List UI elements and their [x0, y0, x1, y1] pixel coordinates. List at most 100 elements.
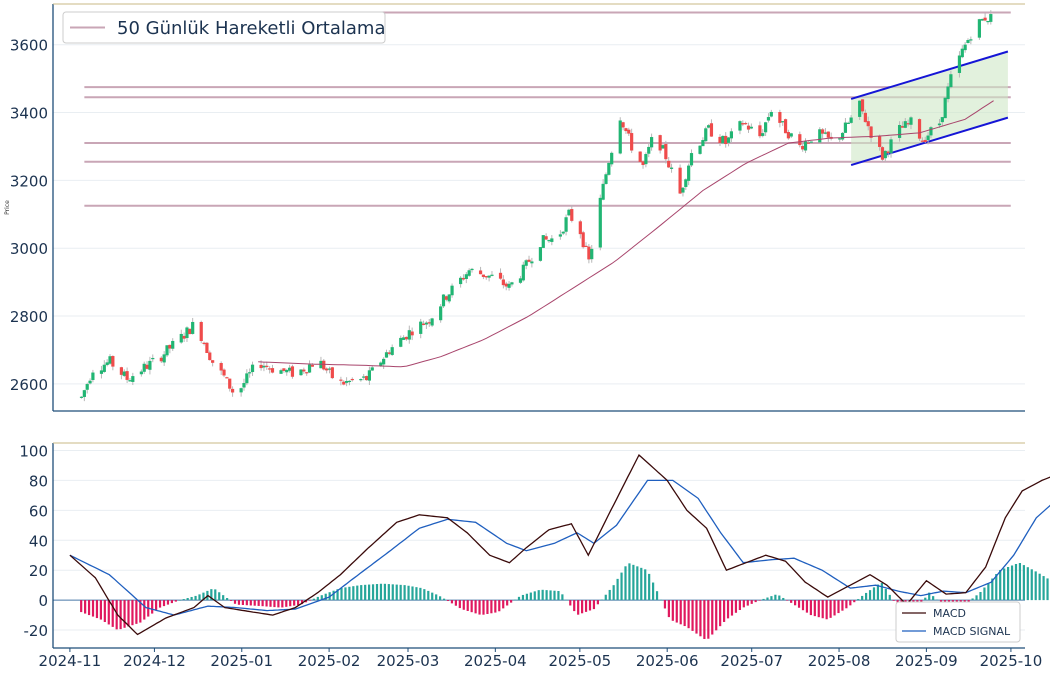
histogram-bar: [139, 600, 142, 623]
histogram-bar: [525, 593, 528, 601]
candle-body: [410, 331, 414, 336]
histogram-bar: [490, 600, 493, 614]
histogram-bar: [190, 596, 193, 601]
histogram-bar: [151, 600, 154, 614]
candle-body: [584, 245, 588, 248]
histogram-bar: [853, 600, 856, 603]
candle-body: [85, 384, 89, 390]
candle-body: [464, 274, 468, 280]
candle-body: [470, 268, 474, 271]
candle-body: [270, 368, 275, 373]
histogram-bar: [210, 589, 213, 601]
histogram-bar: [297, 600, 300, 606]
histogram-bar: [640, 567, 643, 601]
candle-body: [370, 367, 374, 371]
histogram-bar: [699, 600, 702, 637]
candle-body: [344, 380, 349, 383]
histogram-bar: [273, 600, 276, 608]
candle-body: [122, 371, 126, 376]
histogram-bar: [719, 600, 722, 627]
candle-body: [441, 294, 446, 307]
price-tick-label: 2800: [10, 308, 48, 326]
candle-body: [920, 140, 924, 142]
histogram-bar: [423, 589, 426, 601]
channel-lower-line: [850, 116, 1009, 167]
histogram-bar: [245, 600, 248, 606]
candle-body: [450, 285, 454, 296]
macd-histogram: [80, 563, 1049, 639]
macd-tick-label: 40: [29, 532, 48, 550]
histogram-bar: [356, 585, 359, 601]
candle-body: [259, 364, 263, 369]
histogram-bar: [450, 600, 454, 604]
histogram-bar: [348, 586, 351, 601]
histogram-bar: [545, 590, 548, 601]
histogram-bar: [616, 578, 619, 601]
histogram-bar: [995, 574, 998, 601]
candle-body: [171, 340, 175, 349]
histogram-bar: [375, 584, 379, 601]
candle-body: [957, 55, 962, 73]
histogram-bar: [494, 600, 497, 613]
histogram-bar: [316, 596, 319, 601]
candle-body: [459, 277, 463, 285]
candle-body: [367, 370, 371, 381]
candle-body: [769, 111, 773, 117]
candle-body: [547, 240, 551, 242]
histogram-bar: [1022, 565, 1025, 601]
histogram-bar: [442, 598, 446, 601]
candle-body: [490, 274, 494, 276]
candle-body: [199, 321, 203, 341]
candle-body: [869, 126, 873, 138]
histogram-bar: [466, 600, 469, 611]
legend-box: [62, 11, 386, 44]
candle-body: [504, 283, 508, 287]
histogram-bar: [312, 598, 315, 601]
x-tick-label: 2025-05: [549, 652, 612, 670]
candle-body: [818, 129, 822, 143]
histogram-bar: [174, 600, 177, 602]
candle-body: [644, 154, 648, 165]
histogram-bar: [226, 598, 229, 601]
histogram-bar: [486, 600, 489, 614]
histogram-bar: [533, 591, 536, 601]
histogram-bar: [770, 596, 773, 601]
candle-body: [111, 356, 115, 367]
histogram-bar: [774, 594, 777, 601]
histogram-bar: [399, 584, 402, 601]
candle-body: [510, 282, 514, 285]
histogram-bar: [636, 566, 639, 601]
histogram-bar: [517, 596, 521, 601]
candle-body: [142, 363, 146, 372]
candle-body: [561, 231, 565, 234]
candle-body: [211, 360, 215, 363]
candle-body: [926, 135, 930, 141]
histogram-bar: [573, 600, 576, 612]
candle-body: [165, 345, 169, 356]
histogram-bar: [829, 600, 832, 618]
histogram-bar: [584, 600, 588, 612]
histogram-bar: [1034, 571, 1037, 601]
candle-body: [125, 371, 129, 380]
candle-body: [544, 236, 548, 240]
histogram-bar: [84, 600, 87, 614]
candle-body: [99, 370, 104, 374]
histogram-bar: [446, 600, 450, 602]
histogram-bar: [592, 600, 596, 610]
histogram-bar: [498, 600, 501, 612]
histogram-bar: [186, 598, 189, 601]
histogram-bar: [561, 594, 564, 601]
histogram-bar: [778, 595, 781, 601]
candle-body: [667, 160, 671, 168]
candle-body: [726, 137, 731, 143]
histogram-bar: [695, 600, 698, 634]
histogram-bar: [506, 600, 509, 606]
candle-body: [923, 139, 927, 143]
x-tick-label: 2025-09: [895, 652, 958, 670]
histogram-bar: [920, 600, 923, 603]
candle-body: [467, 270, 471, 276]
histogram-bar: [1003, 568, 1006, 601]
histogram-bar: [620, 572, 623, 601]
histogram-bar: [320, 595, 323, 601]
